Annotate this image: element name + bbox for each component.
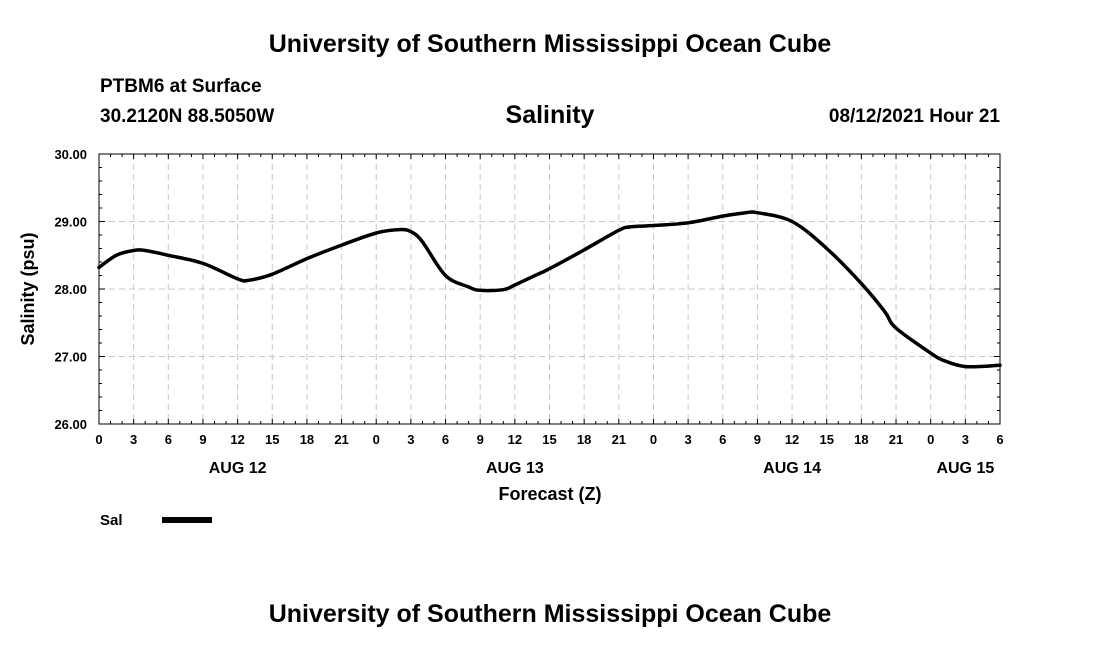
station-coordinates: 30.2120N 88.5050W — [100, 106, 275, 127]
y-tick-label: 29.00 — [54, 215, 87, 230]
x-tick-label: 18 — [577, 432, 591, 447]
y-tick-label: 30.00 — [54, 147, 87, 162]
x-tick-label: 12 — [508, 432, 522, 447]
tick-labels: 0 3 6 9 12 15 18 21 0 3 6 9 12 15 18 21 0 3 6 9 12 15 18 21 0 3 6 2… — [54, 147, 1003, 477]
x-axis-label: Forecast (Z) — [498, 484, 601, 504]
x-tick-label: 3 — [407, 432, 414, 447]
day-label: AUG 13 — [486, 460, 544, 477]
x-tick-label: 3 — [684, 432, 691, 447]
day-label: AUG 14 — [763, 460, 821, 477]
x-tick-label: 9 — [199, 432, 206, 447]
x-tick-label: 6 — [719, 432, 726, 447]
x-tick-label: 15 — [265, 432, 279, 447]
x-tick-label: 15 — [819, 432, 833, 447]
axis-ticks — [98, 153, 1001, 425]
x-tick-label: 6 — [442, 432, 449, 447]
x-tick-label: 21 — [334, 432, 348, 447]
x-tick-label: 0 — [927, 432, 934, 447]
x-tick-label: 15 — [542, 432, 556, 447]
grid-lines — [99, 154, 1000, 424]
x-tick-label: 3 — [130, 432, 137, 447]
x-tick-label: 6 — [996, 432, 1003, 447]
salinity-series-line — [97, 210, 1002, 369]
y-tick-label: 26.00 — [54, 417, 87, 432]
y-tick-label: 27.00 — [54, 350, 87, 365]
x-tick-label: 6 — [165, 432, 172, 447]
y-tick-label: 28.00 — [54, 282, 87, 297]
chart-header-title: University of Southern Mississippi Ocean… — [268, 30, 832, 58]
x-tick-label: 3 — [962, 432, 969, 447]
x-tick-label: 12 — [785, 432, 799, 447]
x-tick-label: 9 — [477, 432, 484, 447]
x-tick-label: 0 — [650, 432, 657, 447]
x-tick-label: 18 — [854, 432, 868, 447]
x-tick-label: 12 — [230, 432, 244, 447]
forecast-timestamp: 08/12/2021 Hour 21 — [828, 106, 1000, 127]
day-label: AUG 12 — [209, 460, 267, 477]
y-axis-label: Salinity (psu) — [18, 232, 38, 345]
x-tick-label: 21 — [889, 432, 903, 447]
legend-label-sal: Sal — [100, 512, 123, 529]
chart-footer-title: University of Southern Mississippi Ocean… — [268, 600, 832, 628]
x-tick-label: 0 — [95, 432, 102, 447]
x-tick-label: 18 — [300, 432, 314, 447]
plot-title: Salinity — [505, 101, 595, 129]
station-name: PTBM6 at Surface — [100, 76, 262, 97]
x-tick-label: 21 — [612, 432, 626, 447]
x-tick-label: 9 — [754, 432, 761, 447]
x-tick-label: 0 — [373, 432, 380, 447]
day-label: AUG 15 — [936, 460, 994, 477]
